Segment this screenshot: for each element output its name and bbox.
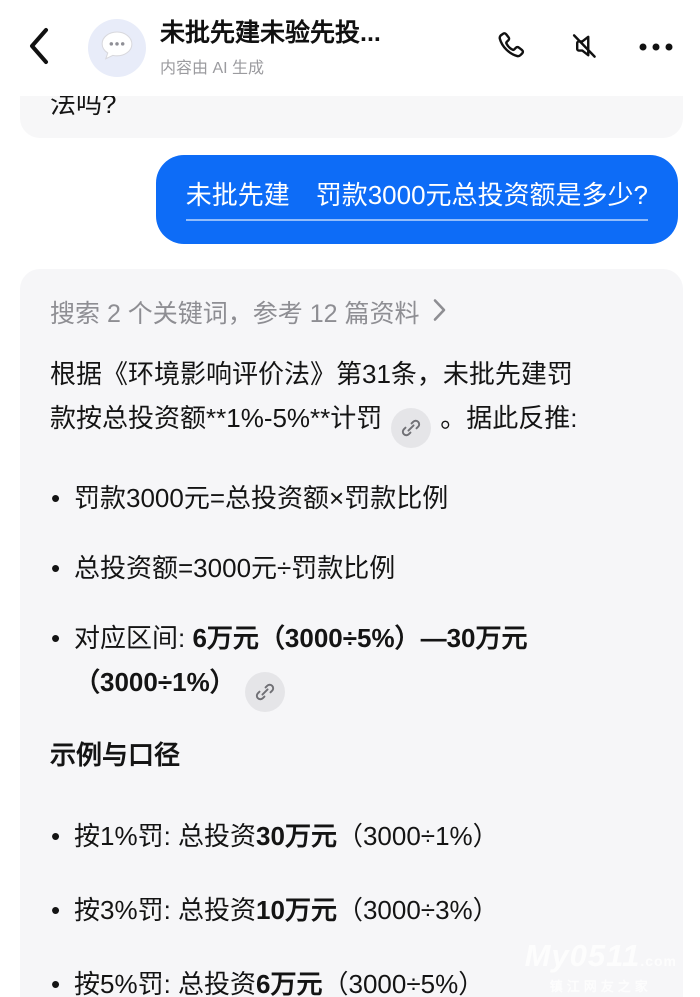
- example-suffix: （3000÷3%）: [336, 895, 499, 925]
- phone-icon: [496, 29, 530, 68]
- assistant-message-bubble: 搜索 2 个关键词，参考 12 篇资料 根据《环境影响评价法》第31条，未批先建…: [20, 269, 683, 997]
- citation-link-button[interactable]: [391, 408, 432, 448]
- section-heading: 示例与口径: [50, 740, 181, 770]
- chat-title: 未批先建未验先投...: [160, 18, 381, 47]
- range-bold-line1: 6万元（3000÷5%）—30万元: [192, 623, 528, 653]
- answer-paragraph: 根据《环境影响评价法》第31条，未批先建罚 款按总投资额**1%-5%**计罚 。据…: [50, 352, 653, 448]
- ellipsis-icon: [638, 39, 674, 57]
- user-message-text: 未批先建 罚款3000元总投资额是多少?: [185, 180, 648, 221]
- list-item: 罚款3000元=总投资额×罚款比例: [50, 476, 653, 520]
- chat-scroll-area[interactable]: 法吗? 未批先建 罚款3000元总投资额是多少? 搜索 2 个关键词，参考 12…: [0, 96, 700, 997]
- paragraph-line2-tail: 。据此反推:: [440, 403, 578, 433]
- speech-bubble-icon: [96, 25, 138, 72]
- example-suffix: （3000÷5%）: [322, 969, 485, 997]
- list-item: 按3%罚: 总投资10万元（3000÷3%）: [50, 888, 653, 932]
- list-item: 总投资额=3000元÷罚款比例: [50, 546, 653, 590]
- assistant-message-clipped: 法吗?: [20, 96, 683, 138]
- example-bold: 6万元: [256, 969, 323, 997]
- mute-button[interactable]: [567, 29, 601, 68]
- range-label: 对应区间:: [74, 623, 193, 653]
- citation-link-button[interactable]: [244, 672, 285, 712]
- example-bold: 30万元: [256, 821, 337, 851]
- more-button[interactable]: [638, 39, 674, 57]
- speaker-muted-icon: [567, 29, 601, 68]
- avatar: [88, 19, 146, 77]
- user-message-bubble: 未批先建 罚款3000元总投资额是多少?: [155, 155, 678, 244]
- chevron-right-icon: [432, 297, 447, 330]
- search-references-row[interactable]: 搜索 2 个关键词，参考 12 篇资料: [50, 297, 447, 330]
- paragraph-line2: 款按总投资额**1%-5%**计罚: [50, 403, 383, 433]
- list-item: 按1%罚: 总投资30万元（3000÷1%）: [50, 814, 653, 858]
- chevron-left-icon: [26, 26, 52, 71]
- calculation-bullet-list: 罚款3000元=总投资额×罚款比例 总投资额=3000元÷罚款比例 对应区间: …: [50, 476, 653, 712]
- back-button[interactable]: [26, 26, 56, 70]
- header-actions: [496, 29, 674, 68]
- examples-bullet-list: 按1%罚: 总投资30万元（3000÷1%） 按3%罚: 总投资10万元（300…: [50, 814, 653, 997]
- bullet-text: 总投资额=3000元÷罚款比例: [74, 553, 396, 583]
- ai-disclaimer: 内容由 AI 生成: [160, 59, 265, 77]
- paragraph-line1: 根据《环境影响评价法》第31条，未批先建罚: [50, 359, 573, 389]
- search-status-text: 搜索 2 个关键词，参考 12 篇资料: [50, 299, 420, 328]
- link-icon: [402, 419, 421, 437]
- example-prefix: 按1%罚: 总投资: [74, 821, 257, 851]
- title-block: 未批先建未验先投... 内容由 AI 生成: [160, 19, 496, 78]
- example-suffix: （3000÷1%）: [336, 821, 499, 851]
- range-bold-line2: （3000÷1%）: [74, 667, 236, 697]
- link-icon: [255, 683, 274, 701]
- example-prefix: 按5%罚: 总投资: [74, 969, 257, 997]
- clipped-message-text: 法吗?: [50, 96, 117, 119]
- example-bold: 10万元: [256, 895, 337, 925]
- list-item: 按5%罚: 总投资6万元（3000÷5%）: [50, 962, 653, 997]
- example-prefix: 按3%罚: 总投资: [74, 895, 257, 925]
- chat-header: 未批先建未验先投... 内容由 AI 生成: [0, 0, 700, 96]
- bullet-text: 罚款3000元=总投资额×罚款比例: [74, 483, 449, 513]
- list-item-range: 对应区间: 6万元（3000÷5%）—30万元 （3000÷1%）: [50, 616, 653, 712]
- voice-call-button[interactable]: [496, 29, 530, 68]
